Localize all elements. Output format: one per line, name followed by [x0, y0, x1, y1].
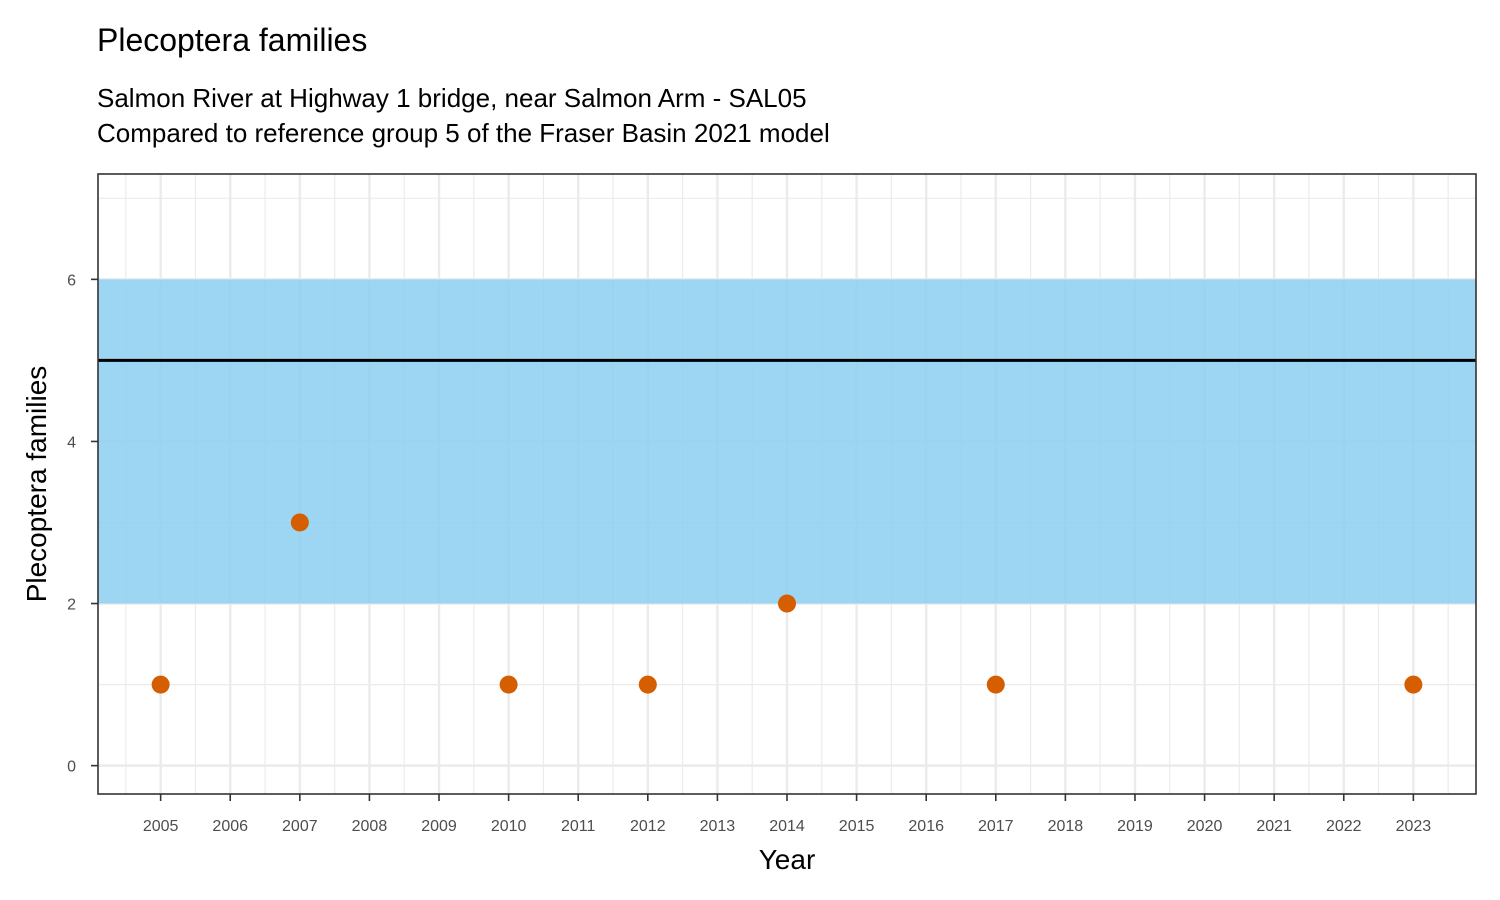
x-tick-label: 2021	[1256, 818, 1292, 835]
x-tick-label: 2012	[630, 818, 666, 835]
y-tick-label: 0	[67, 759, 76, 776]
reference-band	[98, 279, 1476, 604]
x-tick-label: 2023	[1396, 818, 1432, 835]
x-axis-title: Year	[759, 844, 816, 875]
data-point	[778, 594, 796, 613]
data-point	[290, 513, 309, 532]
y-tick-label: 6	[67, 272, 76, 289]
data-point	[151, 675, 170, 694]
x-tick-label: 2019	[1117, 818, 1153, 835]
x-tick-label: 2010	[491, 818, 527, 835]
x-tick-label: 2006	[212, 818, 248, 835]
x-axis-ticks: 2005 2006 2007 2008 2009 2010 2011 2012 2013 2014…	[143, 794, 1431, 835]
x-tick-label: 2005	[143, 818, 179, 835]
y-axis-ticks: 0 2 4 6	[67, 272, 98, 776]
x-tick-label: 2020	[1187, 818, 1223, 835]
data-point	[986, 675, 1005, 694]
y-axis-title: Plecoptera families	[21, 366, 52, 603]
reference-band-rect	[98, 279, 1476, 604]
data-points	[151, 513, 1423, 694]
data-point	[499, 675, 518, 694]
x-tick-label: 2011	[561, 818, 596, 835]
data-point	[1404, 675, 1423, 694]
x-tick-label: 2015	[839, 818, 875, 835]
chart-subtitle-line-2: Compared to reference group 5 of the Fra…	[97, 118, 830, 148]
x-tick-label: 2022	[1326, 818, 1362, 835]
x-tick-label: 2016	[908, 818, 944, 835]
chart-subtitle-line-1: Salmon River at Highway 1 bridge, near S…	[97, 83, 807, 113]
y-tick-label: 2	[67, 597, 76, 614]
chart-title: Plecoptera families	[97, 22, 367, 58]
x-tick-label: 2013	[700, 818, 736, 835]
x-tick-label: 2018	[1048, 818, 1084, 835]
x-tick-label: 2009	[421, 818, 457, 835]
x-tick-label: 2008	[352, 818, 388, 835]
x-tick-label: 2014	[769, 818, 805, 835]
y-tick-label: 4	[67, 434, 76, 451]
data-point	[638, 675, 657, 694]
x-tick-label: 2007	[282, 818, 318, 835]
x-tick-label: 2017	[978, 818, 1014, 835]
